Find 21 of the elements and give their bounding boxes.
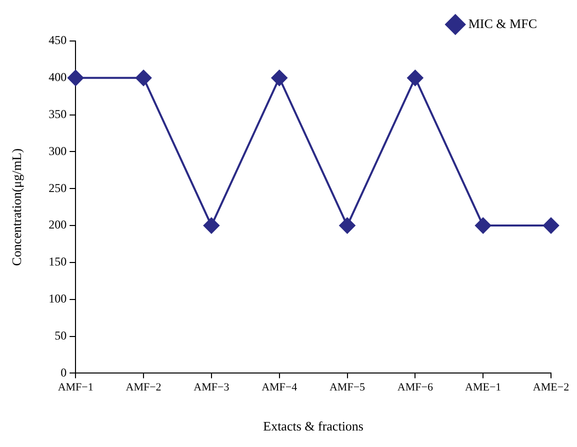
x-tick-label: AME−1 bbox=[465, 382, 502, 394]
y-tick-label: 50 bbox=[54, 328, 67, 342]
x-axis-title: Extacts & fractions bbox=[263, 418, 364, 434]
y-tick-label: 100 bbox=[48, 292, 67, 306]
y-tick-label: 450 bbox=[48, 33, 67, 48]
x-tick-label: AMF−6 bbox=[397, 382, 434, 394]
y-tick-label: 150 bbox=[48, 254, 67, 269]
y-tick-label: 0 bbox=[60, 365, 67, 380]
y-tick-label: 300 bbox=[48, 144, 67, 158]
x-tick-label: AMF−3 bbox=[194, 382, 230, 394]
y-tick-label: 250 bbox=[48, 180, 67, 195]
y-axis-title: Concentration(μg/mL) bbox=[9, 148, 24, 266]
y-tick-label: 350 bbox=[48, 106, 67, 121]
x-tick-label: AMF−1 bbox=[58, 382, 94, 394]
x-tick-label: AMF−4 bbox=[262, 382, 298, 394]
y-tick-label: 200 bbox=[48, 218, 67, 232]
legend-label: MIC & MFC bbox=[468, 16, 538, 31]
x-tick-label: AMF−2 bbox=[126, 382, 162, 394]
x-tick-label: AME−2 bbox=[532, 382, 570, 394]
y-tick-label: 400 bbox=[48, 70, 67, 84]
x-tick-label: AMF−5 bbox=[329, 382, 366, 394]
